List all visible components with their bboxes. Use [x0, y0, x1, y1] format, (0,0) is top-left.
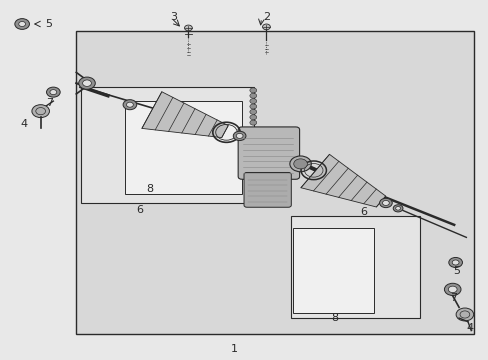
Circle shape	[79, 77, 95, 89]
Circle shape	[126, 102, 133, 107]
Circle shape	[444, 283, 460, 296]
Text: 8: 8	[330, 313, 338, 323]
Circle shape	[46, 87, 60, 97]
Circle shape	[249, 109, 256, 114]
Circle shape	[262, 24, 270, 30]
Text: 4: 4	[20, 120, 28, 129]
Circle shape	[123, 100, 137, 110]
Circle shape	[395, 207, 400, 210]
Circle shape	[293, 159, 307, 169]
Circle shape	[249, 115, 256, 120]
Circle shape	[382, 201, 388, 206]
Circle shape	[233, 131, 245, 140]
Circle shape	[448, 257, 462, 267]
Polygon shape	[300, 154, 385, 207]
Text: 4: 4	[465, 323, 472, 333]
Circle shape	[249, 120, 256, 125]
Text: 6: 6	[136, 206, 143, 216]
FancyBboxPatch shape	[244, 172, 291, 207]
Polygon shape	[142, 92, 228, 138]
Circle shape	[249, 104, 256, 109]
Circle shape	[184, 25, 192, 31]
Circle shape	[392, 205, 402, 212]
Circle shape	[236, 134, 243, 138]
Text: 7: 7	[448, 293, 456, 303]
Circle shape	[15, 19, 29, 30]
Circle shape	[50, 90, 57, 95]
Circle shape	[379, 198, 391, 208]
Bar	[290, 216, 419, 318]
Circle shape	[289, 156, 311, 172]
Circle shape	[19, 22, 25, 27]
Text: 3: 3	[170, 12, 177, 22]
Circle shape	[32, 105, 49, 118]
Text: 5: 5	[452, 266, 459, 276]
Circle shape	[249, 88, 256, 93]
Bar	[293, 228, 373, 313]
Circle shape	[451, 260, 458, 265]
FancyBboxPatch shape	[238, 127, 299, 179]
Circle shape	[447, 286, 456, 293]
Circle shape	[249, 99, 256, 104]
Circle shape	[455, 308, 473, 321]
Text: 8: 8	[145, 184, 153, 194]
Text: 7: 7	[46, 98, 53, 108]
Circle shape	[249, 93, 256, 98]
Bar	[81, 87, 254, 203]
Text: 1: 1	[231, 343, 238, 354]
Circle shape	[82, 80, 91, 86]
Text: 5: 5	[45, 19, 52, 29]
Text: 6: 6	[360, 207, 366, 217]
Text: 2: 2	[263, 12, 269, 22]
Bar	[125, 101, 242, 194]
Bar	[76, 31, 473, 334]
